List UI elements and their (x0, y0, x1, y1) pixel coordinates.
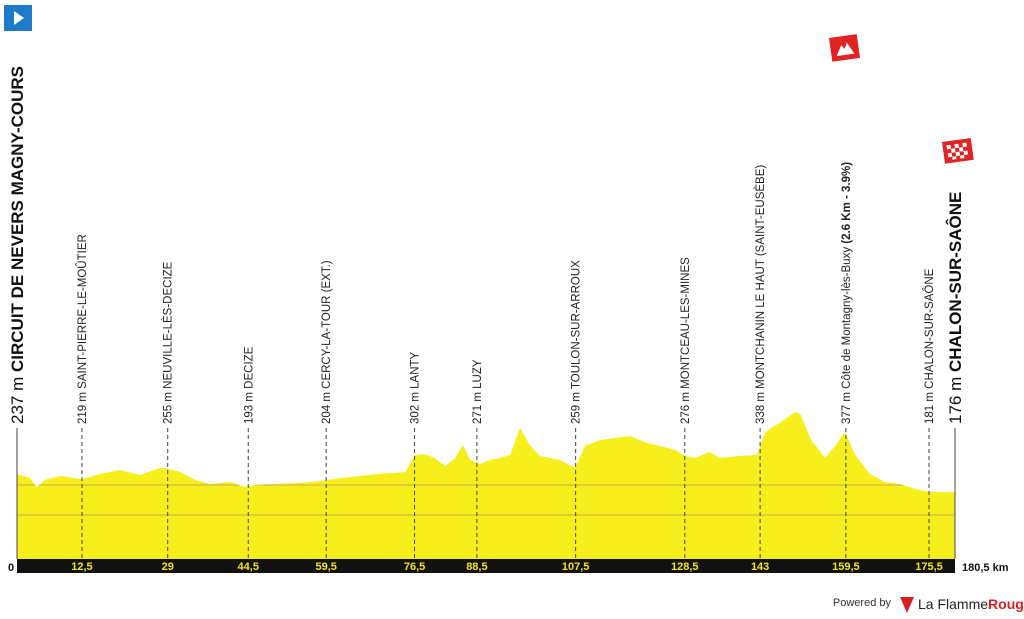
start-icon (4, 5, 32, 31)
waypoint-name: CIRCUIT DE NEVERS MAGNY-COURS (8, 66, 27, 372)
waypoint-name: MONTCEAU-LES-MINES (680, 257, 692, 389)
waypoint-label: 271 m LUZY (472, 359, 484, 424)
waypoint-altitude: 181 m (924, 392, 936, 424)
profile-area (17, 412, 955, 559)
x-tick-label: 107,5 (562, 561, 590, 573)
waypoint-name: TOULON-SUR-ARROUX (571, 260, 583, 389)
km-bar (17, 559, 955, 573)
waypoint-altitude: 255 m (163, 392, 175, 424)
waypoint-altitude: 193 m (243, 392, 255, 424)
waypoint-altitude: 377 m (841, 392, 853, 424)
x-tick-label: 175,5 (915, 561, 943, 573)
x-tick-label: 88,5 (466, 561, 487, 573)
waypoint-label: 259 m TOULON-SUR-ARROUX (571, 260, 583, 424)
finish-icon (942, 137, 974, 164)
waypoint-name: DECIZE (243, 346, 255, 389)
powered-by: Powered by (833, 597, 892, 609)
waypoint-label: 377 m Côte de Montagny-lès-Buxy (2.6 Km … (841, 162, 853, 424)
brand-part: La Flamme (918, 596, 988, 612)
waypoint-label: 193 m DECIZE (243, 346, 255, 424)
waypoint-name: Côte de Montagny-lès-Buxy (841, 247, 853, 389)
waypoint-altitude: 259 m (571, 392, 583, 424)
brand-part: Rouge (988, 596, 1024, 612)
x-tick-label: 180,5 km (962, 562, 1009, 574)
waypoint-label: 255 m NEUVILLE-LÈS-DECIZE (162, 261, 175, 424)
waypoint-label: 302 m LANTY (410, 351, 422, 424)
waypoint-label: 276 m MONTCEAU-LES-MINES (680, 257, 692, 424)
waypoint-label: 219 m SAINT-PIERRE-LE-MOÛTIER (76, 234, 89, 424)
waypoint-name: CERCY-LA-TOUR (EXT.) (321, 260, 333, 389)
brand: La FlammeRouge (918, 596, 1024, 612)
waypoint-name: SAINT-PIERRE-LE-MOÛTIER (76, 234, 89, 389)
x-tick-label: 76,5 (404, 561, 425, 573)
x-tick-label: 59,5 (315, 561, 336, 573)
x-tick-label: 159,5 (832, 561, 860, 573)
waypoint-name: CHALON-SUR-SAÔNE (923, 268, 936, 388)
waypoint-label: 204 m CERCY-LA-TOUR (EXT.) (321, 260, 333, 424)
waypoint-altitude: 276 m (680, 392, 692, 424)
waypoint-name: LUZY (472, 359, 484, 389)
x-tick-label: 0 (8, 562, 14, 574)
x-tick-label: 44,5 (238, 561, 259, 573)
waypoint-altitude: 204 m (321, 392, 333, 424)
climb-detail: (2.6 Km - 3.9%) (841, 162, 853, 244)
waypoint-label: 237 m CIRCUIT DE NEVERS MAGNY-COURS (8, 66, 27, 424)
waypoint-name: MONTCHANIN LE HAUT (SAINT-EUSÈBE) (754, 165, 767, 389)
x-tick-label: 128,5 (671, 561, 699, 573)
waypoint-altitude: 237 m (8, 377, 27, 424)
waypoint-name: LANTY (410, 351, 422, 388)
waypoint-name: CHALON-SUR-SAÔNE (946, 192, 965, 372)
waypoint-altitude: 338 m (755, 392, 767, 424)
waypoint-name: NEUVILLE-LÈS-DECIZE (162, 261, 175, 389)
waypoint-label: 338 m MONTCHANIN LE HAUT (SAINT-EUSÈBE) (754, 165, 767, 424)
waypoint-label: 176 m CHALON-SUR-SAÔNE (946, 192, 965, 424)
waypoint-altitude: 219 m (77, 392, 89, 424)
x-tick-label: 12,5 (71, 561, 92, 573)
waypoint-label: 181 m CHALON-SUR-SAÔNE (923, 268, 936, 424)
waypoint-altitude: 271 m (472, 392, 484, 424)
x-tick-label: 29 (162, 561, 174, 573)
waypoint-altitude: 176 m (946, 377, 965, 424)
x-tick-label: 143 (751, 561, 769, 573)
brand-logo: La FlammeRouge (900, 596, 1024, 613)
waypoint-altitude: 302 m (410, 392, 422, 424)
climb-icon (829, 34, 861, 62)
